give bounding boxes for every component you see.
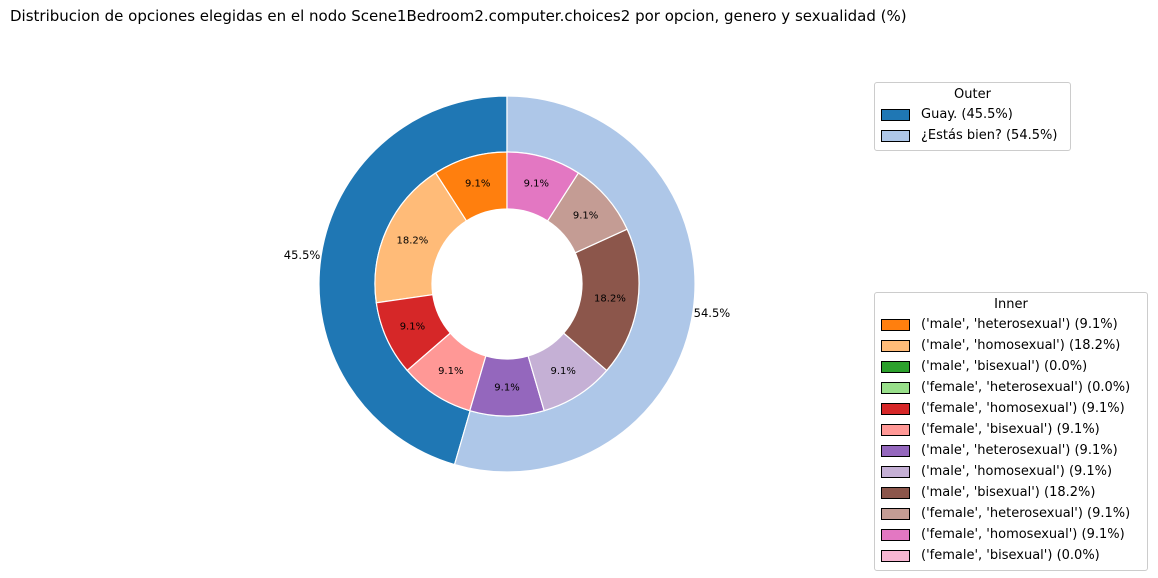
inner-legend-label: ('male', 'homosexual') (18.2%) [921, 338, 1121, 353]
inner-legend-swatch [881, 381, 910, 394]
inner-legend-entry: ('female', 'homosexual') (9.1%) [881, 398, 1141, 419]
inner-legend-label: ('female', 'heterosexual') (0.0%) [921, 380, 1131, 395]
inner-legend-swatch [881, 402, 910, 415]
inner-slice-label-1: 18.2% [397, 235, 429, 246]
inner-legend-label: ('male', 'bisexual') (0.0%) [921, 359, 1088, 374]
inner-legend-entry: ('male', 'bisexual') (18.2%) [881, 482, 1141, 503]
chart-title: Distribucion de opciones elegidas en el … [10, 7, 907, 25]
inner-legend-label: ('female', 'bisexual') (0.0%) [921, 548, 1100, 563]
inner-ring [374, 151, 640, 417]
inner-slice-label-7: 9.1% [551, 366, 576, 377]
inner-slice-label-5: 9.1% [438, 366, 463, 377]
legend-outer: Outer Guay. (45.5%) ¿Estás bien? (54.5%) [874, 82, 1071, 151]
inner-legend-swatch [881, 507, 910, 520]
inner-legend-entry: ('male', 'heterosexual') (9.1%) [881, 440, 1141, 461]
inner-legend-entry: ('male', 'bisexual') (0.0%) [881, 356, 1141, 377]
inner-legend-swatch [881, 486, 910, 499]
outer-slice-label-1: 54.5% [694, 306, 731, 320]
legend-inner-title: Inner [994, 297, 1028, 312]
outer-legend-label: Guay. (45.5%) [921, 107, 1013, 122]
inner-legend-label: ('female', 'bisexual') (9.1%) [921, 422, 1100, 437]
inner-legend-swatch [881, 318, 910, 331]
inner-slice-label-0: 9.1% [465, 179, 490, 190]
inner-legend-label: ('male', 'bisexual') (18.2%) [921, 485, 1096, 500]
inner-legend-entry: ('female', 'bisexual') (9.1%) [881, 419, 1141, 440]
legend-inner: Inner ('male', 'heterosexual') (9.1%) ('m… [874, 292, 1148, 571]
inner-legend-swatch [881, 528, 910, 541]
outer-legend-entry: Guay. (45.5%) [881, 104, 1064, 125]
inner-legend-label: ('female', 'homosexual') (9.1%) [921, 527, 1125, 542]
outer-legend-swatch [881, 129, 910, 142]
inner-legend-label: ('male', 'heterosexual') (9.1%) [921, 443, 1118, 458]
inner-legend-label: ('female', 'heterosexual') (9.1%) [921, 506, 1131, 521]
inner-legend-swatch [881, 549, 910, 562]
inner-legend-label: ('female', 'homosexual') (9.1%) [921, 401, 1125, 416]
inner-legend-swatch [881, 360, 910, 373]
legend-outer-title: Outer [954, 87, 991, 102]
inner-legend-entry: ('male', 'homosexual') (18.2%) [881, 335, 1141, 356]
inner-legend-entry: ('female', 'homosexual') (9.1%) [881, 524, 1141, 545]
inner-legend-swatch [881, 339, 910, 352]
inner-slice-label-8: 18.2% [594, 293, 626, 304]
inner-legend-entry: ('female', 'heterosexual') (0.0%) [881, 377, 1141, 398]
inner-legend-label: ('male', 'heterosexual') (9.1%) [921, 317, 1118, 332]
inner-slice-label-9: 9.1% [573, 210, 598, 221]
slice-labels: 45.5% 54.5% 9.1% 18.2% 9.1% 9.1% 9.1% 9.1% 18.2%… [284, 179, 730, 394]
outer-legend-swatch [881, 108, 910, 121]
inner-legend-entry: ('female', 'heterosexual') (9.1%) [881, 503, 1141, 524]
inner-slice-label-6: 9.1% [494, 383, 519, 394]
inner-legend-swatch [881, 465, 910, 478]
inner-legend-label: ('male', 'homosexual') (9.1%) [921, 464, 1113, 479]
inner-slice-label-10: 9.1% [524, 179, 549, 190]
inner-legend-entry: ('male', 'homosexual') (9.1%) [881, 461, 1141, 482]
outer-legend-entry: ¿Estás bien? (54.5%) [881, 125, 1064, 146]
inner-slice-10 [506, 151, 580, 222]
inner-legend-swatch [881, 423, 910, 436]
inner-legend-entry: ('female', 'bisexual') (0.0%) [881, 545, 1141, 566]
inner-legend-entry: ('male', 'heterosexual') (9.1%) [881, 314, 1141, 335]
outer-slice-label-0: 45.5% [284, 248, 321, 262]
inner-slice-label-4: 9.1% [400, 322, 425, 333]
inner-legend-swatch [881, 444, 910, 457]
outer-legend-label: ¿Estás bien? (54.5%) [921, 128, 1058, 143]
